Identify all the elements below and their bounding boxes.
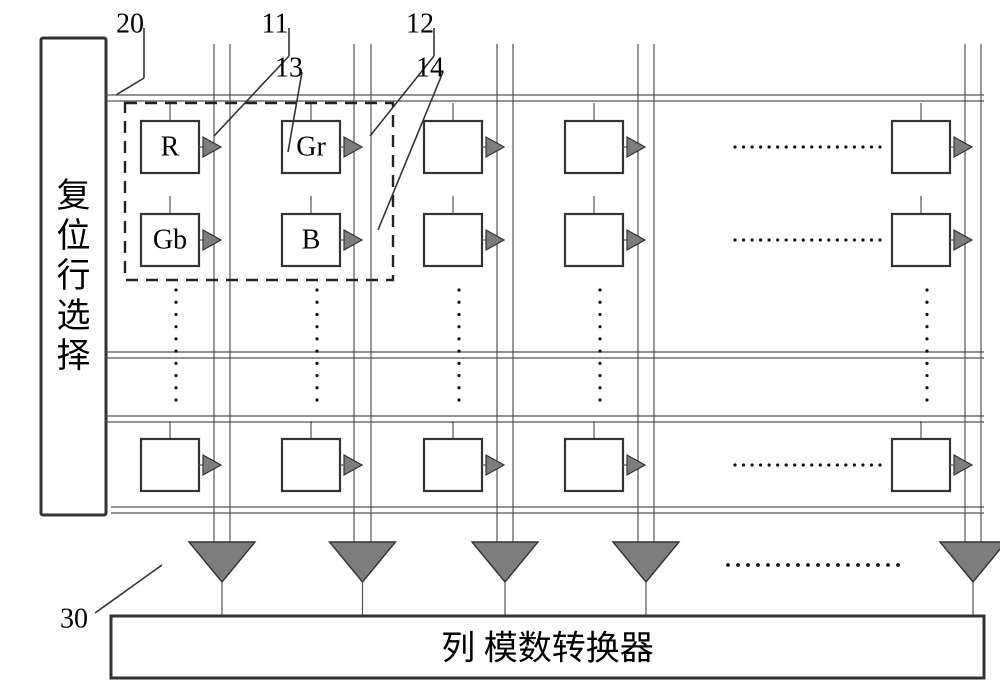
dashed-pixel-group [125, 103, 393, 280]
svg-text:20: 20 [116, 9, 144, 40]
svg-text:14: 14 [416, 53, 444, 84]
svg-text:11: 11 [262, 9, 289, 40]
svg-text:13: 13 [275, 53, 303, 84]
adc-bar [111, 616, 984, 678]
sidebar-reset-row-select [41, 38, 106, 515]
svg-text:30: 30 [60, 604, 88, 635]
svg-text:12: 12 [406, 9, 434, 40]
